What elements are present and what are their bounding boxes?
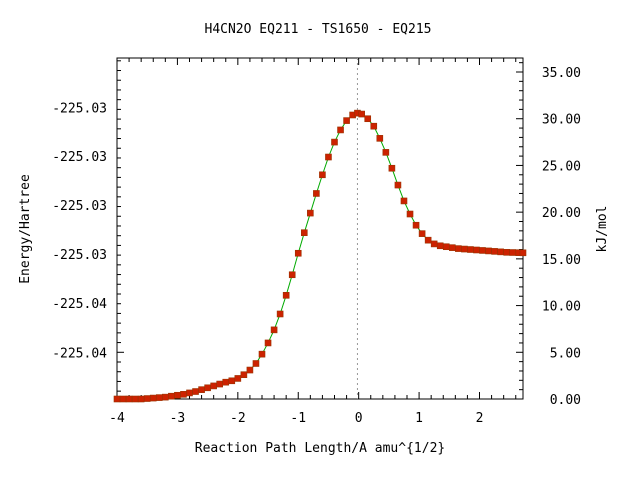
data-point-marker [418, 230, 426, 237]
data-point-marker [186, 389, 193, 397]
data-point-marker [282, 291, 290, 299]
data-point-marker [216, 380, 224, 388]
data-point-marker [131, 395, 139, 403]
data-point-marker [473, 246, 480, 254]
data-point-marker [264, 339, 272, 347]
data-point-marker [430, 240, 438, 248]
data-point-marker [442, 243, 450, 251]
y-right-tick-label: 30.00 [542, 113, 581, 128]
data-point-marker [174, 391, 181, 399]
data-point-marker [276, 310, 284, 318]
data-point-marker [125, 395, 133, 403]
y-right-tick-label: 25.00 [542, 159, 581, 174]
data-point-marker [461, 245, 468, 253]
data-point-marker [436, 242, 444, 250]
data-point-marker [155, 394, 163, 401]
y-left-tick-label: -225.04 [52, 297, 107, 312]
data-point-marker [180, 391, 187, 398]
data-point-marker [406, 210, 414, 218]
data-point-marker [168, 392, 175, 400]
data-point-marker [319, 171, 326, 179]
y-left-tick-label: -225.04 [52, 346, 107, 361]
x-tick-label: -3 [170, 411, 186, 426]
y-right-tick-label: 0.00 [550, 393, 581, 408]
y-left-tick-label: -225.03 [52, 248, 107, 263]
data-point-marker [252, 360, 260, 367]
data-point-marker [370, 122, 378, 130]
data-point-marker [113, 395, 121, 403]
x-tick-label: 0 [355, 411, 363, 426]
data-point-marker [485, 247, 492, 255]
data-point-marker [331, 138, 338, 146]
data-point-marker [388, 164, 396, 172]
data-point-marker [149, 394, 157, 402]
x-tick-label: 1 [415, 411, 423, 426]
data-point-marker [240, 371, 248, 379]
y-left-tick-label: -225.03 [52, 150, 107, 165]
data-point-marker [119, 395, 127, 403]
data-point-marker [491, 248, 498, 255]
data-point-marker [222, 378, 230, 386]
data-point-marker [412, 221, 420, 229]
energy-profile-line [117, 112, 524, 400]
data-point-marker [234, 375, 242, 382]
y-right-tick-label: 10.00 [542, 300, 581, 315]
data-point-marker [394, 181, 402, 189]
data-point-marker [210, 382, 217, 390]
y-right-tick-label: 5.00 [550, 346, 581, 361]
data-point-marker [246, 366, 254, 374]
y-left-axis-ticks: -225.03 -225.03 -225.03 -225.03 -225.04 -225.… [52, 60, 124, 392]
data-point-marker [307, 209, 314, 217]
data-point-marker [382, 149, 390, 156]
data-point-marker [300, 229, 308, 237]
data-point-marker [270, 326, 278, 334]
data-point-marker [337, 126, 344, 134]
y-right-tick-label: 20.00 [542, 206, 581, 221]
data-point-marker [162, 393, 169, 401]
x-tick-label: 2 [476, 411, 484, 426]
data-point-marker [376, 135, 384, 142]
x-tick-label: -1 [290, 411, 306, 426]
y-right-tick-label: 15.00 [542, 253, 581, 268]
x-tick-label: -2 [230, 411, 246, 426]
y-left-axis-title: Energy/Hartree [18, 174, 33, 284]
y-right-axis-ticks: 0.00 5.00 10.00 15.00 20.00 25.00 30.00 35.00 [516, 62, 581, 408]
data-point-marker [325, 153, 332, 161]
series-layer [113, 109, 527, 403]
data-point-marker [137, 395, 145, 403]
x-tick-label: -4 [109, 411, 125, 426]
x-axis-title: Reaction Path Length/A amu^{1/2} [195, 441, 445, 456]
data-point-marker [364, 115, 372, 123]
data-point-marker [467, 246, 474, 253]
data-point-marker [343, 117, 350, 124]
y-right-axis-title: kJ/mol [595, 206, 610, 253]
data-point-marker [358, 110, 365, 118]
data-point-marker [509, 249, 517, 256]
data-point-marker [503, 249, 510, 256]
data-point-marker [204, 384, 211, 392]
data-point-marker [455, 245, 462, 252]
y-left-tick-label: -225.03 [52, 199, 107, 214]
data-point-marker [228, 377, 236, 385]
x-axis-ticks: -4 -3 -2 -1 0 1 2 [109, 58, 517, 426]
data-point-marker [497, 248, 504, 256]
data-point-marker [479, 247, 486, 254]
y-left-tick-label: -225.03 [52, 102, 107, 117]
data-point-marker [449, 244, 456, 251]
data-point-marker [519, 249, 527, 257]
data-point-marker [400, 197, 408, 205]
data-point-marker [198, 386, 205, 393]
data-point-marker [313, 190, 320, 197]
plot-frame [116, 57, 524, 400]
data-point-marker [424, 236, 432, 244]
data-point-marker [258, 350, 266, 358]
y-right-tick-label: 35.00 [542, 66, 581, 81]
data-point-marker [294, 249, 302, 257]
data-point-marker [143, 395, 151, 402]
chart-title: H4CN2O EQ211 - TS1650 - EQ215 [205, 22, 432, 37]
data-point-marker [192, 388, 199, 395]
data-point-marker [288, 271, 296, 279]
